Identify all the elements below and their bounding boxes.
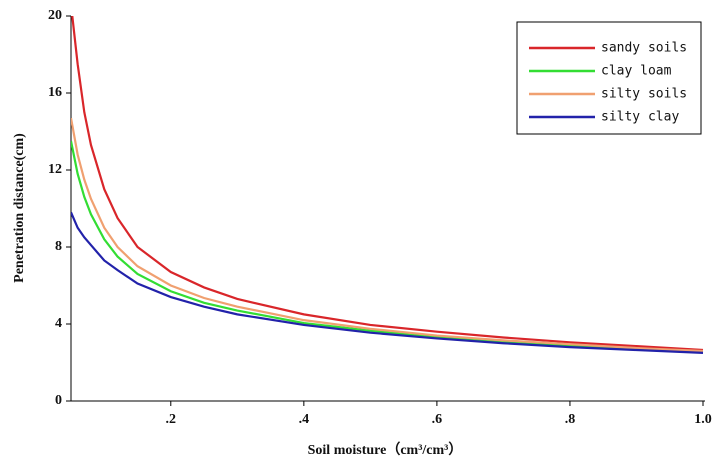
series-line — [71, 117, 704, 353]
series-line — [71, 16, 704, 352]
y-tick-label: 0 — [55, 393, 62, 408]
legend-label: silty clay — [601, 110, 679, 125]
x-tick-label: .6 — [432, 412, 443, 427]
x-axis-title: Soil moisture（cm³/cm³） — [308, 442, 463, 458]
series-line — [71, 140, 704, 354]
y-tick-label: 4 — [55, 316, 62, 331]
x-tick-label: 1.0 — [694, 412, 712, 427]
y-axis-title: Penetration distance(cm) — [12, 133, 27, 283]
legend-label: clay loam — [601, 64, 672, 79]
legend-label: silty soils — [601, 87, 687, 102]
legend-label: sandy soils — [601, 41, 687, 56]
legend-box — [516, 21, 702, 135]
legend: sandy soils clay loam silty soils silty cla… — [516, 21, 702, 135]
x-tick-label: .8 — [565, 412, 576, 427]
series-line — [71, 211, 704, 354]
y-tick-label: 20 — [48, 8, 62, 23]
y-tick-label: 8 — [55, 239, 62, 254]
x-tick-label: .4 — [299, 412, 310, 427]
x-tick-label: .2 — [166, 412, 177, 427]
y-tick-label: 16 — [48, 85, 62, 100]
y-tick-label: 12 — [48, 162, 62, 177]
